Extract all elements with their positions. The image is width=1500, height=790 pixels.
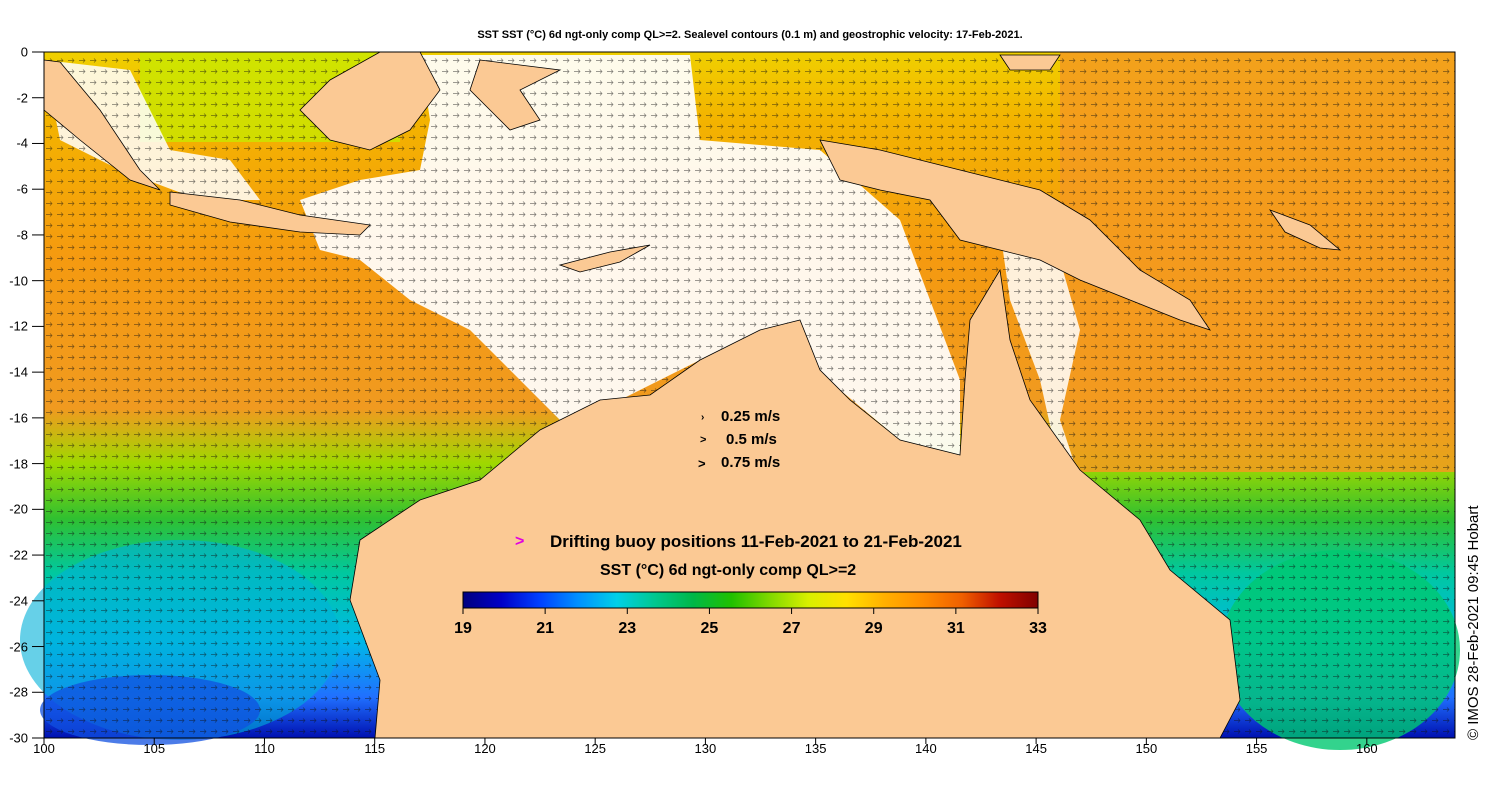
land-timor	[558, 244, 651, 273]
land-australia	[349, 268, 1241, 739]
lon-tick-label: 135	[804, 741, 827, 756]
lat-tick-label: -14	[9, 364, 28, 380]
velocity-label-075: 0.75 m/s	[721, 454, 781, 471]
velocity-label-025: 0.25 m/s	[721, 408, 781, 425]
land-borneo	[299, 51, 441, 151]
lat-tick-label: -16	[9, 410, 28, 426]
colorbar-tick-label: 33	[1029, 620, 1047, 637]
map-title: SST SST (°C) 6d ngt-only comp QL>=2. Sea…	[477, 29, 1023, 41]
velocity-arrow-small: ›	[701, 412, 705, 423]
lat-tick-label: 0	[20, 44, 28, 60]
land-new-guinea	[819, 139, 1211, 331]
credit-text: © IMOS 28-Feb-2021 09:45 Hobart	[1465, 505, 1482, 740]
lat-tick-label: -18	[9, 456, 28, 472]
land-java	[169, 191, 371, 236]
lat-tick-label: -12	[9, 318, 28, 334]
colorbar-tick-label: 19	[454, 620, 472, 637]
colorbar-title: SST (°C) 6d ngt-only comp QL>=2	[600, 562, 857, 579]
lon-tick-label: 130	[694, 741, 717, 756]
colorbar-tick-marks	[462, 608, 1039, 614]
velocity-arrow-large: >	[698, 456, 706, 471]
lon-tick-label: 105	[143, 741, 166, 756]
colorbar-tick-label: 21	[536, 620, 555, 637]
colorbar-tick-label: 23	[618, 620, 637, 637]
lat-tick-label: -4	[16, 135, 28, 151]
land-solomon	[1268, 209, 1342, 251]
land-sulawesi	[469, 59, 562, 131]
lat-tick-label: -22	[9, 547, 28, 563]
colorbar-tick-label: 29	[864, 620, 883, 637]
lat-tick-label: -24	[9, 593, 28, 609]
lon-tick-label: 120	[474, 741, 496, 756]
lon-tick-label: 155	[1245, 741, 1268, 756]
colorbar-tick-label: 25	[700, 620, 719, 637]
lat-tick-label: -20	[9, 501, 28, 517]
lat-tick-label: -26	[9, 639, 28, 655]
buoy-legend-label: Drifting buoy positions 11-Feb-2021 to 2…	[550, 532, 962, 551]
lat-tick-label: -8	[16, 227, 28, 243]
velocity-label-05: 0.5 m/s	[726, 431, 777, 448]
lon-tick-label: 145	[1025, 741, 1047, 756]
lon-tick-label: 115	[364, 741, 386, 756]
lon-tick-label: 150	[1135, 741, 1158, 756]
colorbar	[462, 591, 1039, 609]
land-sumatra	[43, 59, 161, 191]
lon-tick-label: 140	[915, 741, 937, 756]
colorbar-tick-label: 27	[782, 620, 801, 637]
lat-tick-label: -6	[16, 181, 28, 197]
land-kiribati-n	[999, 54, 1061, 71]
lat-tick-label: -10	[9, 273, 28, 289]
buoy-marker-icon: >	[515, 533, 525, 550]
lat-tick-label: -30	[9, 730, 28, 746]
lon-tick-label: 125	[584, 741, 607, 756]
lon-tick-label: 160	[1355, 741, 1378, 756]
lat-tick-label: -28	[9, 684, 28, 700]
lat-tick-label: -2	[16, 90, 28, 106]
land	[43, 51, 1342, 739]
velocity-arrow-medium: >	[700, 434, 707, 446]
tick-marks	[32, 51, 1368, 744]
plot-frame	[43, 51, 1456, 739]
lon-tick-label: 110	[254, 741, 275, 756]
colorbar-tick-label: 31	[946, 620, 965, 637]
lon-tick-label: 100	[33, 741, 55, 756]
